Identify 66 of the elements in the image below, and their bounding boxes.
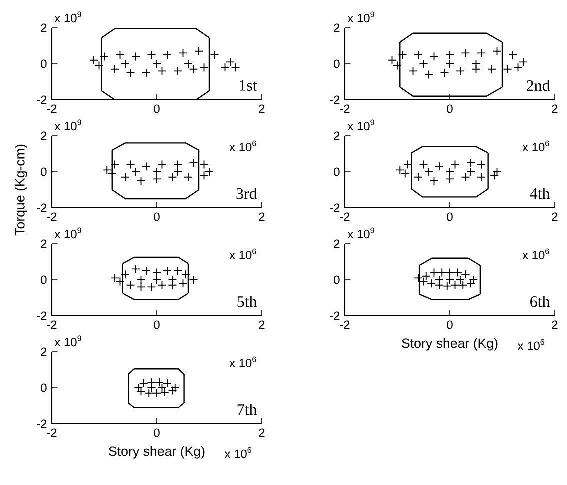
x-tick-label: 0 [154,104,160,114]
text: x 10$^{6}$ [224,447,252,458]
x-tick-label: -2 [340,212,350,222]
x-tick-label: -2 [47,104,57,114]
y-tick-label: 2 [41,348,47,356]
y-tick-label: 0 [41,60,47,68]
y-tick-label: -2 [330,204,340,212]
annotation: 1st [240,80,258,91]
text: x 10$^{9}$ [348,228,374,239]
annotation: x 10$^{6}$ [522,140,550,152]
y-tick-label: 0 [41,384,47,392]
y-tick-label: 2 [334,24,340,32]
text: x 10$^{9}$ [54,228,82,239]
text: x 10$^{9}$ [348,120,374,131]
x-axis-title: Story shear (Kg) [402,338,498,351]
y-tick-label: 0 [41,168,47,176]
x-tick-label: 2 [259,428,265,438]
x-tick-label: -2 [340,320,350,330]
annotation: x 10$^{6}$ [230,248,256,260]
annotation: 7th [238,404,258,416]
annotation: 2nd [527,80,550,92]
y-tick-label: 2 [41,24,47,32]
annotation: 4th [530,188,550,200]
y-tick-label: 0 [334,60,340,68]
y-tick-label: 2 [41,240,47,248]
x-tick-label: 0 [154,320,160,330]
annotation: x 10$^{6}$ [230,356,256,368]
y-tick-label: 2 [41,132,47,140]
x-axis-title: Story shear (Kg) [109,446,205,459]
x-tick-label: 2 [552,320,558,330]
annotation: x 10$^{6}$ [522,248,550,260]
x-tick-label: 0 [154,428,160,438]
x-tick-label: 0 [154,212,160,222]
x-tick-label: 0 [447,104,453,114]
annotation: 5th [238,296,258,308]
annotation: 3rd [236,188,258,200]
y-tick-label: 2 [334,132,340,140]
x-tick-label: -2 [340,104,350,114]
x-tick-label: 2 [259,212,265,222]
x-tick-label: -2 [47,320,57,330]
x-tick-label: -2 [47,428,57,438]
text: x 10$^{6}$ [518,339,544,350]
annotation: 6th [530,296,550,308]
text: x 10$^{9}$ [348,12,374,23]
y-tick-label: -2 [330,312,340,320]
text: x 10$^{9}$ [54,336,82,347]
y-tick-label: 0 [334,276,340,284]
x-tick-label: 2 [552,104,558,114]
text: x 10$^{9}$ [54,12,82,23]
y-axis-title: Torque (Kg-cm) [15,144,28,236]
x-tick-label: -2 [47,212,57,222]
y-tick-label: 2 [334,240,340,248]
y-tick-label: -2 [37,420,47,428]
y-tick-label: -2 [37,204,47,212]
y-tick-label: 0 [334,168,340,176]
x-tick-label: 0 [447,212,453,222]
y-tick-label: 0 [41,276,47,284]
annotation: x 10$^{6}$ [230,140,256,152]
y-tick-label: -2 [37,312,47,320]
text: x 10$^{9}$ [54,120,82,131]
x-tick-label: 2 [552,212,558,222]
x-tick-label: 2 [259,104,265,114]
x-tick-label: 0 [447,320,453,330]
x-tick-label: 2 [259,320,265,330]
y-tick-label: -2 [330,96,340,104]
y-tick-label: -2 [37,96,47,104]
